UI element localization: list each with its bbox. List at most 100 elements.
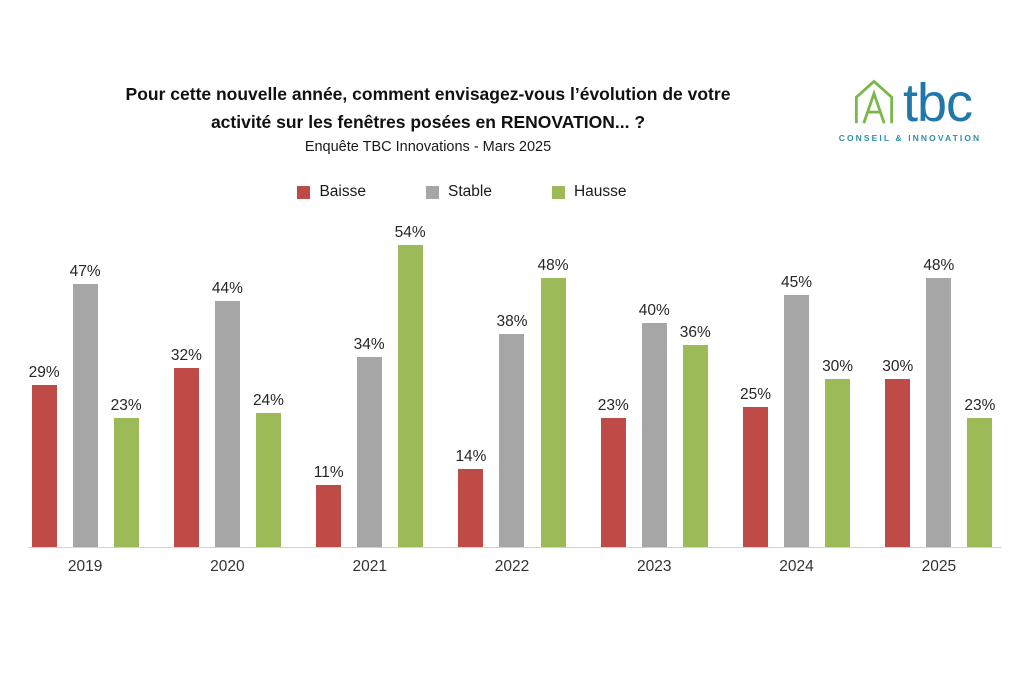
bar-groups: 29% 47% 23% 2019 32% 44% 24% 2020 11% 34% 54% 2021 1… bbox=[14, 215, 1010, 580]
bar-hausse-2020 bbox=[255, 413, 281, 547]
bar-value-label: 30% bbox=[822, 358, 854, 375]
legend-item-stable: Stable bbox=[426, 183, 492, 201]
bars-2022: 14% 38% 48% bbox=[455, 215, 569, 547]
bar-col-hausse-2023: 36% bbox=[680, 324, 711, 547]
legend-swatch-stable bbox=[426, 185, 439, 199]
bar-col-stable-2024: 45% bbox=[781, 274, 812, 547]
chart-title-line2: activité sur les fenêtres posées en RENO… bbox=[210, 112, 646, 132]
x-axis-label-2020: 2020 bbox=[210, 558, 245, 575]
chart-title-line1: Pour cette nouvelle année, comment envis… bbox=[125, 84, 731, 104]
bar-col-stable-2023: 40% bbox=[639, 302, 670, 547]
chart-subtitle: Enquête TBC Innovations - Mars 2025 bbox=[304, 139, 552, 155]
bars-2023: 23% 40% 36% bbox=[598, 215, 711, 547]
header: Pour cette nouvelle année, comment envis… bbox=[0, 0, 1024, 155]
x-axis-label-2022: 2022 bbox=[494, 558, 530, 575]
bar-col-baisse-2024: 25% bbox=[740, 386, 771, 547]
legend-item-hausse: Hausse bbox=[551, 183, 627, 201]
bar-value-label: 54% bbox=[394, 224, 426, 241]
bar-group-2023: 23% 40% 36% 2023 bbox=[598, 215, 711, 580]
bar-baisse-2023 bbox=[600, 418, 626, 547]
bar-group-2020: 32% 44% 24% 2020 bbox=[171, 215, 284, 580]
x-axis-label-2024: 2024 bbox=[779, 558, 814, 575]
bar-value-label: 38% bbox=[496, 313, 528, 330]
bar-stable-2020 bbox=[214, 301, 240, 547]
bar-group-2019: 29% 47% 23% 2019 bbox=[29, 215, 142, 580]
bar-col-baisse-2022: 14% bbox=[455, 448, 486, 547]
tbc-logo: tbc CONSEIL & INNOVATION bbox=[822, 72, 998, 143]
bar-stable-2019 bbox=[72, 284, 98, 547]
bar-hausse-2025 bbox=[967, 418, 993, 547]
bar-value-label: 25% bbox=[740, 386, 772, 403]
bar-stable-2022 bbox=[499, 334, 525, 547]
bar-col-hausse-2024: 30% bbox=[822, 358, 853, 547]
bar-col-baisse-2019: 29% bbox=[29, 364, 60, 547]
tbc-logo-tagline: CONSEIL & INNOVATION bbox=[838, 133, 982, 143]
legend-label-hausse: Hausse bbox=[573, 183, 627, 200]
bar-value-label: 14% bbox=[455, 448, 487, 465]
bar-hausse-2021 bbox=[397, 245, 423, 547]
bar-hausse-2019 bbox=[113, 418, 139, 547]
tbc-logo-lockup: tbc bbox=[848, 72, 973, 134]
bar-col-baisse-2025: 30% bbox=[882, 358, 913, 547]
bar-value-label: 23% bbox=[964, 397, 996, 414]
bar-col-stable-2020: 44% bbox=[212, 280, 243, 547]
bar-col-hausse-2022: 48% bbox=[538, 257, 569, 547]
bar-value-label: 11% bbox=[313, 464, 344, 481]
bar-col-hausse-2021: 54% bbox=[395, 224, 426, 547]
x-axis-line bbox=[28, 547, 1002, 548]
bar-col-baisse-2023: 23% bbox=[598, 397, 629, 547]
bar-chart: 29% 47% 23% 2019 32% 44% 24% 2020 11% 34% 54% 2021 1… bbox=[0, 215, 1024, 581]
bar-stable-2023 bbox=[641, 323, 667, 547]
bar-col-hausse-2020: 24% bbox=[253, 392, 284, 547]
x-axis-label-2023: 2023 bbox=[637, 558, 672, 575]
bar-col-stable-2019: 47% bbox=[70, 263, 101, 547]
bar-value-label: 32% bbox=[170, 347, 202, 364]
bar-hausse-2023 bbox=[682, 345, 708, 547]
x-axis-label-2021: 2021 bbox=[352, 558, 387, 575]
bar-group-2024: 25% 45% 30% 2024 bbox=[740, 215, 853, 580]
bar-value-label: 24% bbox=[252, 392, 284, 409]
bar-value-label: 34% bbox=[353, 336, 385, 353]
legend-swatch-hausse bbox=[551, 185, 565, 199]
bars-2019: 29% 47% 23% bbox=[29, 215, 142, 547]
bar-baisse-2024 bbox=[743, 407, 769, 547]
bar-stable-2025 bbox=[926, 278, 952, 547]
bar-value-label: 40% bbox=[638, 302, 670, 319]
bar-value-label: 44% bbox=[211, 280, 243, 297]
bar-value-label: 48% bbox=[537, 257, 569, 274]
bar-baisse-2019 bbox=[31, 385, 57, 547]
tbc-logo-text: tbc bbox=[902, 73, 973, 134]
bar-group-2025: 30% 48% 23% 2025 bbox=[882, 215, 995, 580]
bar-value-label: 23% bbox=[110, 397, 142, 414]
bar-group-2022: 14% 38% 48% 2022 bbox=[455, 215, 568, 580]
x-axis-label-2025: 2025 bbox=[921, 558, 957, 575]
bars-2024: 25% 45% 30% bbox=[740, 215, 853, 547]
bar-value-label: 29% bbox=[28, 364, 60, 381]
chart-legend: Baisse Stable Hausse bbox=[0, 183, 974, 201]
bar-col-baisse-2021: 11% bbox=[314, 464, 344, 547]
legend-item-baisse: Baisse bbox=[297, 183, 366, 201]
bars-2020: 32% 44% 24% bbox=[171, 215, 284, 547]
bar-value-label: 47% bbox=[69, 263, 101, 280]
bar-hausse-2022 bbox=[540, 278, 566, 547]
legend-swatch-baisse bbox=[297, 185, 311, 199]
bar-value-label: 45% bbox=[781, 274, 813, 291]
bars-2025: 30% 48% 23% bbox=[882, 215, 995, 547]
bar-value-label: 36% bbox=[679, 324, 711, 341]
x-axis-label-2019: 2019 bbox=[67, 558, 103, 575]
bar-col-stable-2021: 34% bbox=[354, 336, 385, 547]
legend-label-stable: Stable bbox=[448, 183, 492, 200]
bar-baisse-2025 bbox=[885, 379, 911, 547]
legend-label-baisse: Baisse bbox=[319, 183, 366, 200]
bar-hausse-2024 bbox=[825, 379, 851, 547]
bar-col-hausse-2025: 23% bbox=[964, 397, 995, 547]
house-icon bbox=[854, 79, 894, 124]
bar-stable-2021 bbox=[356, 357, 382, 547]
bar-baisse-2021 bbox=[316, 485, 342, 547]
bar-col-stable-2022: 38% bbox=[496, 313, 528, 547]
bar-col-baisse-2020: 32% bbox=[171, 347, 202, 547]
bar-value-label: 48% bbox=[923, 257, 955, 274]
bar-baisse-2020 bbox=[173, 368, 199, 547]
bars-2021: 11% 34% 54% bbox=[314, 215, 426, 547]
